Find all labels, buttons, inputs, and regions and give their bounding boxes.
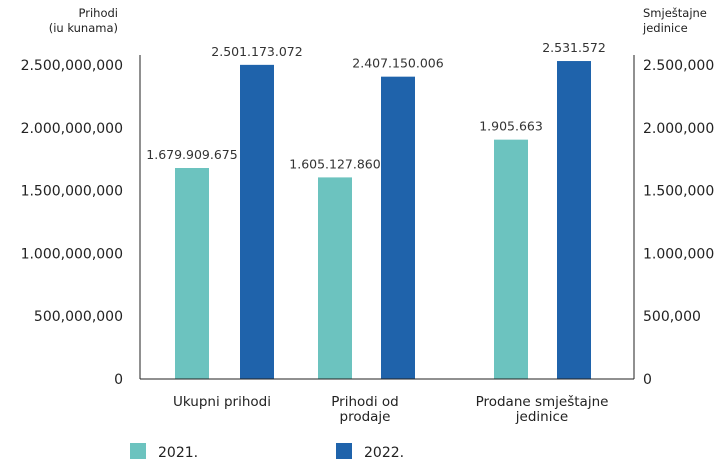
bar	[381, 76, 415, 379]
y-axis-right-ticks: 0 500,000 1.000,000 1.500,000 2.000,000 2.500…	[643, 58, 714, 388]
y-axis-left-title-line: Prihodi	[79, 6, 118, 20]
y-axis-left-title-line: (iu kunama)	[49, 21, 118, 35]
data-labels: 1.679.909.675 2.501.173.072 1.605.127.860 2…	[146, 40, 606, 171]
y-axis-left-title: Prihodi(iu kunama)	[49, 6, 118, 35]
bar	[175, 168, 209, 379]
data-label: 1.605.127.860	[289, 156, 380, 171]
bar	[240, 64, 274, 379]
data-label: 2.407.150.006	[352, 56, 443, 71]
y-right-tick-label: 1.000,000	[643, 246, 714, 262]
y-axis-right-title-line: Smještajne	[643, 6, 707, 20]
y-right-tick-label: 0	[643, 372, 652, 388]
data-label: 1.905.663	[479, 119, 543, 134]
category-label: Ukupni prihodi	[173, 394, 271, 410]
category-label: Prihodi od	[331, 394, 398, 410]
legend-swatch	[336, 443, 352, 459]
category-label: jedinice	[515, 409, 568, 425]
legend-label: 2021.	[158, 445, 198, 459]
y-left-tick-label: 2.500,000,000	[21, 58, 123, 74]
y-right-tick-label: 500,000	[643, 309, 701, 325]
bar	[318, 177, 352, 379]
bar	[557, 61, 591, 380]
y-right-tick-label: 1.500,000	[643, 184, 714, 200]
y-left-tick-label: 1.500,000,000	[21, 184, 123, 200]
y-right-tick-label: 2.500,000	[643, 58, 714, 74]
y-left-tick-label: 1.000,000,000	[21, 246, 123, 262]
y-axis-left-ticks: 0 500,000,000 1.000,000,000 1.500,000,000 2.…	[21, 58, 123, 388]
legend-item[interactable]: 2021.	[130, 443, 198, 459]
y-left-tick-label: 500,000,000	[34, 309, 123, 325]
legend-swatch	[130, 443, 146, 459]
data-label: 2.531.572	[542, 40, 606, 55]
legend-label: 2022.	[364, 445, 404, 459]
axes	[139, 55, 635, 380]
data-label: 1.679.909.675	[146, 147, 237, 162]
data-label: 2.501.173.072	[211, 44, 302, 59]
y-left-tick-label: 2.000,000,000	[21, 121, 123, 137]
y-left-tick-label: 0	[114, 372, 123, 388]
bar	[494, 139, 528, 379]
y-right-tick-label: 2.000,000	[643, 121, 714, 137]
legend[interactable]: 2021. 2022.	[130, 443, 404, 459]
category-label: prodaje	[340, 409, 391, 425]
bars	[175, 61, 591, 380]
y-axis-right-title-line: jedinice	[642, 21, 688, 35]
legend-item[interactable]: 2022.	[336, 443, 404, 459]
category-label: Prodane smještajne	[476, 394, 609, 410]
